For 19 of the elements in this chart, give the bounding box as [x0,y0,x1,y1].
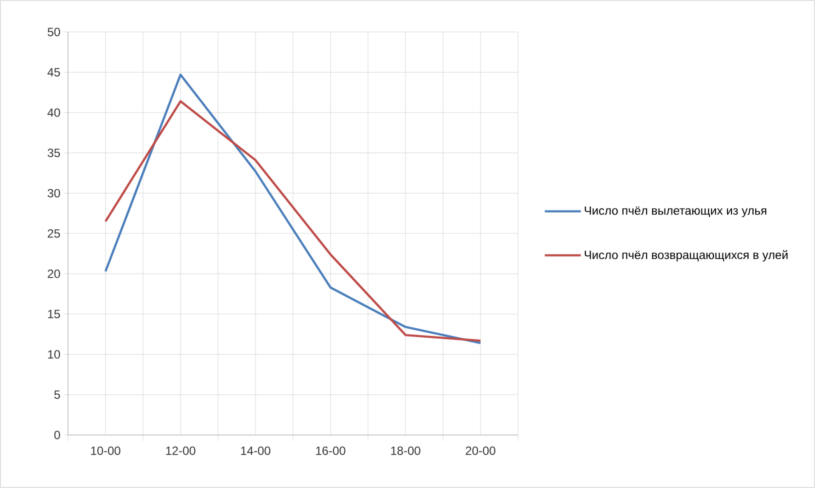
y-tick-label: 40 [47,108,60,117]
x-tick-label: 16-00 [316,446,346,455]
legend-label: Число пчёл возвращающихся в улей [584,250,788,262]
y-tick-label: 15 [48,310,60,318]
x-tick-label: 18-00 [391,446,420,455]
y-tick-label: 25 [48,229,60,238]
y-tick-label: 10 [48,350,60,359]
y-tick-label: 0 [54,430,60,440]
y-tick-label: 35 [48,148,60,158]
x-tick-label: 12-00 [166,446,196,455]
x-tick-label: 10-00 [91,446,120,455]
x-tick-label: 14-00 [241,446,270,455]
x-tick-label: 20-00 [466,446,496,455]
y-tick-label: 45 [47,68,60,76]
y-tick-label: 20 [48,270,60,278]
y-tick-label: 5 [54,390,60,399]
y-tick-label: 30 [48,188,60,198]
y-tick-label: 50 [48,28,60,36]
legend-label: Число пчёл вылетающих из улья [584,206,766,218]
